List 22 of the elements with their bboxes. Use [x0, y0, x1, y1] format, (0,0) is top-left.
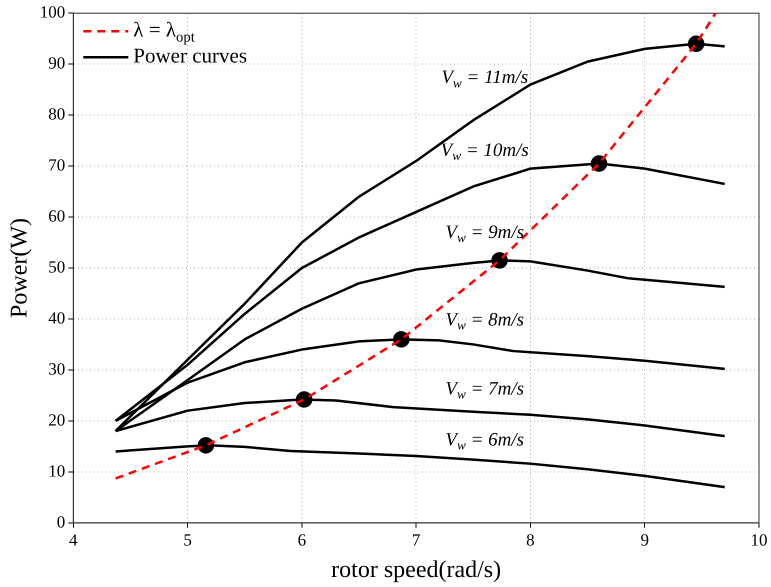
x-tick-label: 4 — [69, 530, 78, 550]
x-axis-title: rotor speed(rad/s) — [331, 556, 502, 583]
y-tick-label: 60 — [48, 206, 66, 226]
y-tick-label: 50 — [48, 257, 66, 276]
x-tick-label: 10 — [750, 530, 768, 550]
y-tick-label: 100 — [40, 2, 66, 22]
y-tick-label: 0 — [56, 512, 66, 532]
y-tick-label: 90 — [48, 54, 66, 73]
x-tick-label: 8 — [526, 530, 535, 550]
x-tick-label: 5 — [183, 530, 192, 550]
y-tick-label: 40 — [48, 308, 66, 328]
y-tick-label: 30 — [48, 359, 66, 378]
y-tick-label: 80 — [48, 104, 66, 124]
x-tick-label: 6 — [298, 530, 306, 550]
line-series — [114, 13, 717, 480]
y-axis-title: Power(W) — [6, 218, 33, 318]
y-tick-label: 70 — [48, 156, 66, 175]
x-tick-label: 9 — [640, 530, 649, 550]
x-tick-label: 7 — [412, 530, 421, 550]
legend-label: Power curves — [133, 44, 248, 68]
y-tick-label: 20 — [48, 410, 66, 430]
y-tick-label: 10 — [48, 461, 66, 480]
